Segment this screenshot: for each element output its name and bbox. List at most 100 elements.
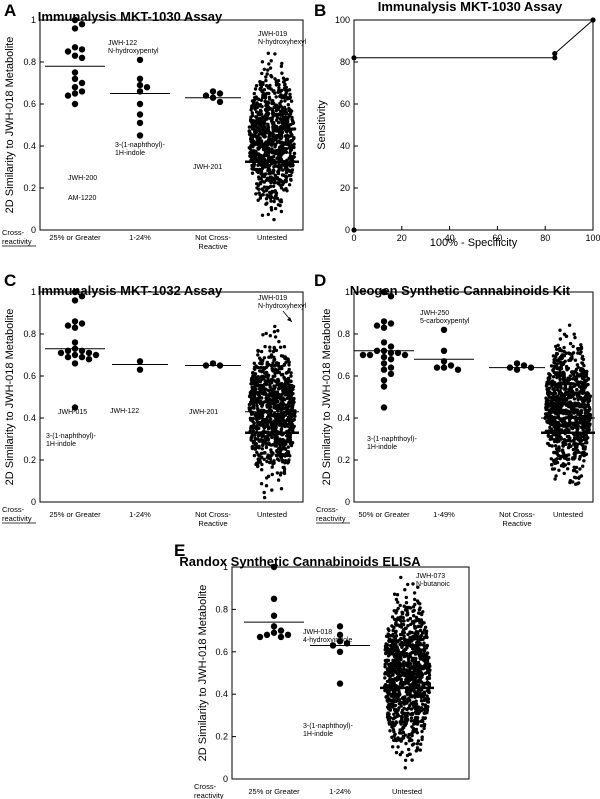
data-point: [421, 643, 426, 647]
data-point: [286, 140, 291, 145]
y-tick-label: 0.8: [337, 329, 350, 339]
data-point: [385, 658, 389, 662]
data-point: [581, 464, 585, 468]
data-point: [255, 404, 259, 408]
data-point: [566, 446, 571, 450]
y-tick-label: 100: [335, 15, 350, 25]
data-point: [270, 435, 274, 440]
data-point: [279, 165, 283, 170]
data-point: [399, 615, 403, 619]
category-label: 25% or Greater: [49, 510, 101, 519]
panel-d: D Neogen Synthetic Cannabinoids Kit 0 0.2 0.…: [314, 271, 595, 528]
data-point: [279, 373, 284, 377]
data-point: [396, 745, 400, 749]
data-point: [268, 457, 273, 461]
data-point: [398, 624, 402, 628]
data-point: [400, 640, 404, 645]
data-point: [262, 88, 267, 92]
data-point: [552, 423, 556, 427]
data-point: [268, 349, 272, 353]
panel-letter: C: [4, 271, 16, 290]
annotation-text: JWH-201: [189, 409, 218, 416]
annotation-text: 3-(1-naphthoyl)-: [303, 723, 353, 730]
data-point: [250, 99, 255, 103]
data-point: [290, 170, 294, 174]
data-point: [271, 349, 276, 354]
data-point: [281, 117, 286, 122]
data-point: [390, 725, 394, 729]
data-point: [569, 425, 573, 429]
data-point: [407, 605, 411, 610]
data-point: [277, 387, 281, 391]
data-point: [252, 125, 256, 130]
cross-reactivity-label: Cross-: [2, 505, 25, 514]
data-point: [249, 115, 253, 119]
data-point: [398, 737, 402, 741]
data-point: [272, 169, 276, 173]
data-point: [289, 393, 293, 398]
data-point: [402, 604, 406, 608]
data-point: [258, 111, 262, 115]
data-point: [390, 735, 394, 739]
data-point: [557, 445, 561, 449]
data-point: [282, 163, 286, 167]
data-point: [562, 360, 566, 365]
data-point: [254, 121, 258, 125]
data-point: [270, 111, 275, 116]
data-point: [283, 413, 288, 417]
data-point: [563, 440, 567, 444]
data-point: [415, 641, 419, 645]
data-point: [267, 178, 272, 183]
data-point: [387, 639, 391, 643]
roc-point: [552, 51, 558, 57]
data-point: [266, 427, 271, 431]
data-point: [398, 667, 403, 671]
data-point: [262, 67, 266, 72]
data-point: [136, 100, 144, 108]
data-point: [248, 131, 252, 136]
data-point: [425, 677, 429, 681]
data-point: [281, 76, 286, 80]
data-point: [263, 131, 268, 135]
data-point: [386, 697, 391, 701]
y-tick-label: 0.8: [215, 604, 228, 614]
data-point: [71, 84, 79, 91]
x-tick-label: 20: [397, 233, 407, 243]
data-point: [278, 109, 283, 113]
data-point: [413, 597, 417, 602]
data-point: [265, 176, 270, 180]
data-point: [287, 183, 292, 187]
data-point: [281, 437, 285, 442]
data-point: [398, 664, 403, 668]
data-point: [257, 132, 262, 136]
data-point: [264, 399, 268, 404]
data-point: [71, 288, 79, 296]
data-point: [573, 378, 578, 382]
data-point: [270, 190, 274, 194]
data-point: [419, 699, 424, 703]
data-point: [399, 673, 403, 678]
chart-title: Immunalysis MKT-1032 Assay: [38, 283, 223, 298]
data-point: [289, 371, 293, 375]
chart-title: Randox Synthetic Cannabinoids ELISA: [179, 554, 421, 569]
data-point: [85, 349, 93, 357]
panel-letter: B: [314, 1, 326, 20]
data-point: [574, 369, 578, 374]
data-point: [402, 638, 407, 642]
data-point: [250, 133, 255, 138]
data-point: [258, 193, 262, 197]
data-point: [255, 450, 259, 455]
annotation-text: 1H-indole: [115, 150, 145, 157]
data-point: [279, 487, 284, 491]
data-point: [255, 378, 259, 382]
data-point: [250, 392, 254, 397]
data-point: [406, 711, 410, 715]
data-point: [553, 438, 557, 442]
data-point: [275, 135, 280, 140]
data-point: [386, 711, 390, 715]
data-point: [278, 454, 282, 458]
data-point: [578, 368, 583, 372]
data-point: [263, 390, 267, 394]
data-point: [136, 81, 144, 89]
data-point: [272, 101, 276, 106]
